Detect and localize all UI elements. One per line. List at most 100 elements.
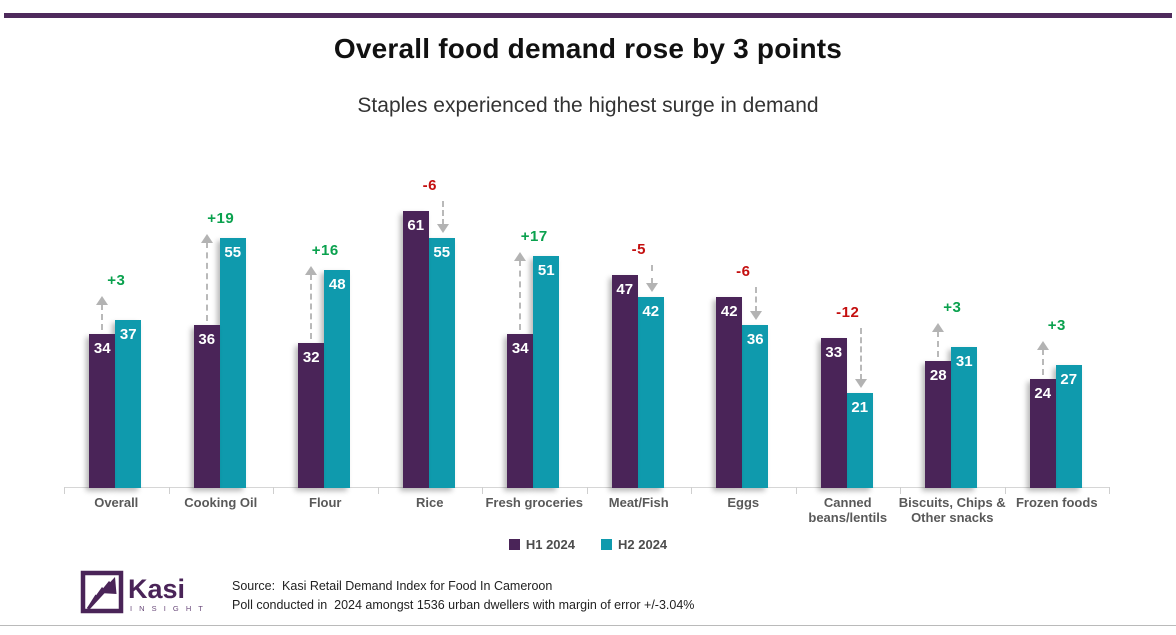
- axis-tick: [377, 487, 379, 494]
- change-arrow-eggs: [750, 287, 763, 320]
- arrow-line: [441, 201, 444, 226]
- bar-value-h1-frozen-foods: 24: [1034, 385, 1052, 403]
- change-arrow-cooking-oil: [200, 234, 213, 321]
- bar-value-h1-meat-fish: 47: [616, 280, 634, 298]
- bar-value-h2-overall: 37: [119, 326, 137, 344]
- arrow-down-icon: [854, 378, 867, 388]
- category-label-fresh-groceries: Fresh groceries: [485, 495, 584, 510]
- arrow-up-icon: [305, 266, 318, 276]
- category-label-flour: Flour: [309, 495, 342, 510]
- arrow-line: [519, 260, 522, 330]
- source-line-2: Poll conducted in 2024 amongst 1536 urba…: [232, 597, 695, 612]
- axis-tick: [1109, 487, 1110, 494]
- axis-tick: [691, 487, 692, 494]
- change-arrow-fresh-groceries: [514, 252, 527, 330]
- arrow-up-icon: [1036, 341, 1049, 351]
- bar-value-h1-fresh-groceries: 34: [511, 339, 529, 357]
- category-label-overall: Overall: [94, 495, 139, 510]
- category-label-biscuits-chips-other-snacks: Biscuits, Chips & Other snacks: [898, 495, 1006, 526]
- bar-value-h2-cooking-oil: 55: [224, 244, 242, 262]
- logo-arrow-icon: [87, 577, 117, 610]
- bar-h1-meat-fish: 47: [611, 274, 638, 488]
- legend-swatch-h1: [508, 539, 520, 550]
- bar-value-h1-flour: 32: [302, 348, 320, 366]
- arrow-up-icon: [200, 234, 213, 244]
- bar-h2-biscuits-chips-other-snacks: 31: [951, 347, 978, 488]
- bar-value-h2-meat-fish: 42: [642, 303, 660, 321]
- delta-label-cooking-oil: +19: [207, 210, 235, 228]
- category-label-frozen-foods: Frozen foods: [1015, 495, 1098, 510]
- source-note: Source: Kasi Retail Demand Index for Foo…: [232, 577, 694, 615]
- axis-tick: [168, 487, 170, 494]
- axis-tick: [795, 487, 797, 494]
- bar-value-h1-rice: 61: [407, 217, 425, 235]
- bottom-divider: [0, 625, 1176, 626]
- change-arrow-meat-fish: [645, 264, 658, 293]
- bar-value-h1-eggs: 42: [720, 303, 738, 321]
- bar-h2-overall: 37: [115, 320, 142, 488]
- arrow-down-icon: [750, 310, 763, 320]
- bar-value-h2-rice: 55: [433, 244, 451, 262]
- legend-label-h2: H2 2024: [618, 537, 668, 552]
- plot-area: 34 37 +3 36 55 +19 32 48 +16 61 55 -6 34 51 +17 47 42 -5 4…: [0, 150, 1176, 494]
- bar-h2-frozen-foods: 27: [1055, 365, 1082, 488]
- logo-brand-subtext: I N S I G H T: [130, 604, 205, 613]
- bar-value-h2-eggs: 36: [746, 330, 764, 348]
- delta-label-fresh-groceries: +17: [520, 228, 548, 246]
- arrow-line: [101, 303, 104, 330]
- arrow-line: [650, 264, 653, 285]
- arrow-down-icon: [645, 283, 658, 293]
- delta-label-meat-fish: -5: [631, 240, 646, 258]
- axis-tick: [64, 487, 65, 494]
- change-arrow-biscuits-chips-other-snacks: [932, 322, 945, 357]
- legend: H1 2024 H2 2024: [0, 537, 1176, 552]
- bar-value-h2-canned-beans-lentils: 21: [851, 398, 869, 416]
- delta-label-flour: +16: [311, 242, 339, 260]
- arrow-line: [310, 274, 313, 339]
- bar-h2-rice: 55: [428, 238, 455, 488]
- change-arrow-rice: [436, 201, 449, 234]
- bar-h1-overall: 34: [89, 333, 116, 488]
- arrow-up-icon: [514, 252, 527, 262]
- arrow-line: [859, 328, 862, 380]
- delta-label-canned-beans-lentils: -12: [836, 304, 860, 322]
- arrow-line: [755, 287, 758, 312]
- axis-tick: [900, 487, 901, 494]
- arrow-up-icon: [932, 322, 945, 332]
- kasi-insight-logo: Kasi I N S I G H T: [80, 570, 205, 614]
- bar-value-h2-biscuits-chips-other-snacks: 31: [955, 353, 973, 371]
- legend-swatch-h2: [601, 539, 612, 550]
- category-label-meat-fish: Meat/Fish: [608, 495, 669, 510]
- bar-value-h2-flour: 48: [328, 276, 346, 294]
- category-axis-labels: Overall Cooking Oil Flour Rice Fresh groceri…: [0, 495, 1176, 535]
- legend-label-h1: H1 2024: [525, 537, 575, 552]
- delta-label-overall: +3: [107, 271, 126, 289]
- bar-h1-fresh-groceries: 34: [507, 333, 534, 488]
- bar-h2-cooking-oil: 55: [219, 238, 246, 488]
- bar-h1-rice: 61: [402, 211, 429, 488]
- arrow-line: [1041, 349, 1044, 376]
- bar-h1-eggs: 42: [716, 297, 743, 488]
- bar-h2-eggs: 36: [742, 324, 769, 488]
- arrow-line: [205, 242, 208, 321]
- source-line-1: Source: Kasi Retail Demand Index for Foo…: [232, 579, 553, 593]
- category-label-rice: Rice: [416, 495, 444, 510]
- top-divider: [4, 13, 1172, 18]
- bar-value-h1-canned-beans-lentils: 33: [825, 344, 843, 362]
- bar-h2-fresh-groceries: 51: [533, 256, 560, 488]
- arrow-down-icon: [436, 224, 449, 234]
- bar-h1-canned-beans-lentils: 33: [820, 338, 847, 488]
- bar-value-h2-frozen-foods: 27: [1060, 371, 1078, 389]
- bar-value-h1-biscuits-chips-other-snacks: 28: [929, 366, 947, 384]
- bar-value-h1-cooking-oil: 36: [198, 330, 216, 348]
- bar-value-h1-overall: 34: [93, 339, 111, 357]
- chart-subtitle: Staples experienced the highest surge in…: [357, 94, 819, 117]
- delta-label-rice: -6: [422, 177, 437, 195]
- change-arrow-frozen-foods: [1036, 341, 1049, 376]
- change-arrow-canned-beans-lentils: [854, 328, 867, 388]
- change-arrow-flour: [305, 266, 318, 339]
- bar-h2-flour: 48: [324, 270, 351, 488]
- category-label-canned-beans-lentils: Canned beans/lentils: [808, 495, 888, 526]
- bar-h1-biscuits-chips-other-snacks: 28: [925, 360, 952, 488]
